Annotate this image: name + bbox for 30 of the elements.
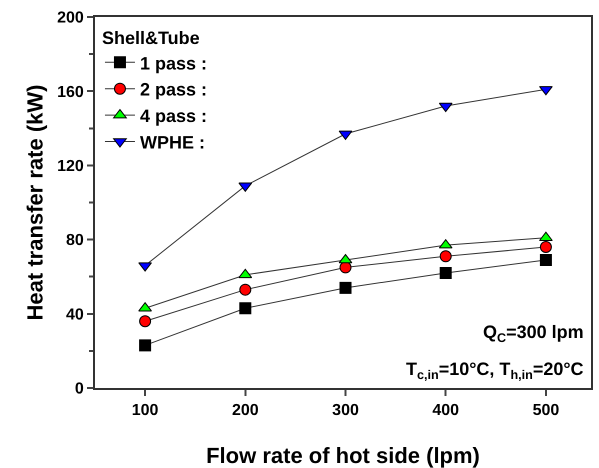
x-axis-title: Flow rate of hot side (lpm) xyxy=(206,443,480,468)
point xyxy=(440,266,452,279)
point xyxy=(340,282,352,294)
legend-label: 4 pass : xyxy=(140,106,208,126)
point xyxy=(540,254,552,266)
point xyxy=(239,302,252,314)
y-axis-title: Heat transfer rate (kW) xyxy=(22,84,48,320)
point xyxy=(540,241,552,254)
x-tick-label: 200 xyxy=(232,402,259,420)
legend-label: WPHE : xyxy=(140,132,205,153)
x-tick-label: 100 xyxy=(132,402,159,420)
legend-label: 2 pass : xyxy=(140,80,208,100)
x-tick-label: 300 xyxy=(332,402,359,420)
point xyxy=(139,339,152,352)
annotation: T$_{c,in}$=10°C, T$_{h,in}$=20°C xyxy=(406,359,584,382)
y-tick-label: 40 xyxy=(66,306,84,324)
point xyxy=(239,284,252,296)
annotation: Q$_{C}$=300 lpm xyxy=(483,322,584,345)
point xyxy=(440,250,452,262)
legend-label: 1 pass : xyxy=(140,53,208,74)
y-tick-label: 200 xyxy=(57,10,84,27)
legend-title: Shell&Tube xyxy=(102,28,200,48)
point xyxy=(139,315,152,328)
x-tick-label: 400 xyxy=(432,402,460,420)
y-tick-label: 160 xyxy=(57,84,84,101)
y-tick-label: 0 xyxy=(74,380,84,398)
y-tick-label: 120 xyxy=(57,158,84,175)
x-tick-label: 500 xyxy=(532,402,560,420)
point xyxy=(138,262,152,272)
y-tick-label: 80 xyxy=(66,232,84,250)
